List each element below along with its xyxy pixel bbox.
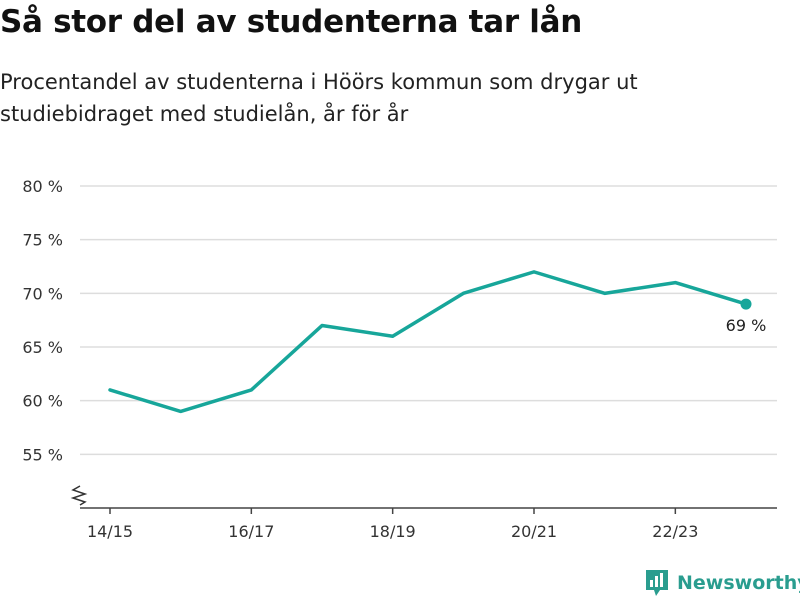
y-tick-label: 80 % <box>22 177 63 196</box>
newsworthy-logo: Newsworthy <box>644 568 800 598</box>
newsworthy-logo-icon <box>646 570 668 596</box>
chart-subtitle: Procentandel av studenterna i Höörs komm… <box>0 70 638 126</box>
y-tick-label: 55 % <box>22 445 63 464</box>
x-tick-label: 22/23 <box>652 522 698 541</box>
gridlines <box>80 185 777 456</box>
x-tick-label: 18/19 <box>370 522 416 541</box>
y-tick-label: 70 % <box>22 284 63 303</box>
chart-title: Så stor del av studenterna tar lån <box>0 4 583 40</box>
series-line <box>108 270 748 414</box>
brand-name: Newsworthy <box>677 572 800 594</box>
x-tick-label: 20/21 <box>511 522 557 541</box>
y-tick-label: 75 % <box>22 231 63 250</box>
end-value-label: 69 % <box>726 316 767 335</box>
axis-break-mark <box>70 485 88 506</box>
y-axis-ticks: 55 % 60 % 65 % 70 % 75 % 80 % <box>22 177 63 464</box>
y-tick-label: 60 % <box>22 392 63 411</box>
x-tick-label: 14/15 <box>87 522 133 541</box>
x-tick-label: 16/17 <box>228 522 274 541</box>
x-axis: 14/15 16/17 18/19 20/21 22/23 <box>70 485 777 541</box>
series-layer: 69 % <box>108 270 767 414</box>
end-point-marker <box>740 298 752 310</box>
y-tick-label: 65 % <box>22 338 63 357</box>
